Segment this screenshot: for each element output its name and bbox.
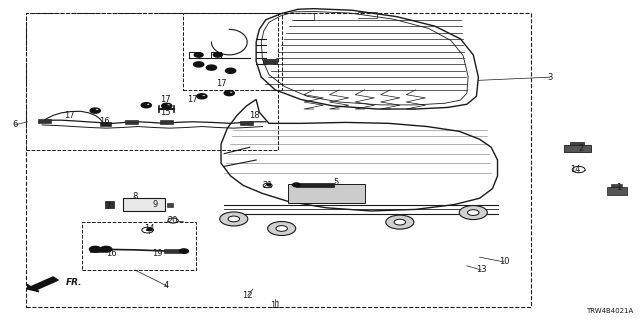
Bar (611, 184, 622, 187)
Circle shape (193, 62, 204, 67)
Text: 18: 18 (250, 111, 260, 120)
Bar (164, 249, 179, 253)
Text: 14: 14 (143, 224, 154, 233)
Bar (100, 122, 111, 125)
Text: 15: 15 (160, 108, 171, 117)
Circle shape (229, 91, 233, 93)
Circle shape (142, 227, 154, 233)
Circle shape (394, 219, 406, 225)
Bar (240, 121, 253, 124)
Text: 3: 3 (547, 73, 552, 82)
Text: 12: 12 (243, 291, 253, 300)
Text: 20: 20 (168, 216, 179, 225)
Bar (570, 142, 584, 145)
Text: 7: 7 (106, 202, 111, 211)
Text: 5: 5 (333, 178, 339, 187)
Text: 2: 2 (578, 144, 583, 153)
Text: 6: 6 (12, 120, 17, 130)
Bar (83, 222, 196, 270)
Text: 17: 17 (216, 79, 227, 88)
Text: 16: 16 (99, 117, 109, 126)
Circle shape (141, 103, 152, 108)
Circle shape (220, 212, 248, 226)
Circle shape (228, 216, 239, 222)
Circle shape (100, 246, 112, 252)
Circle shape (572, 166, 585, 173)
Circle shape (196, 94, 207, 99)
Circle shape (90, 108, 100, 113)
Text: 8: 8 (132, 192, 138, 201)
Circle shape (213, 52, 222, 57)
Text: 19: 19 (152, 250, 163, 259)
Text: 10: 10 (499, 258, 509, 267)
Text: 13: 13 (476, 265, 486, 275)
Bar (124, 198, 165, 211)
Bar (262, 59, 276, 64)
Circle shape (267, 184, 271, 186)
Circle shape (268, 221, 296, 236)
Text: 17: 17 (187, 95, 198, 104)
Bar (564, 145, 591, 152)
Text: 4: 4 (164, 281, 170, 290)
Text: FR.: FR. (66, 278, 83, 287)
Circle shape (206, 65, 216, 70)
Circle shape (276, 226, 287, 231)
Bar (26, 13, 531, 307)
Circle shape (95, 109, 99, 111)
Bar (607, 187, 627, 195)
Circle shape (467, 210, 479, 215)
Circle shape (225, 68, 236, 73)
Text: TRW4B4021A: TRW4B4021A (586, 308, 633, 314)
Text: 1: 1 (616, 183, 621, 192)
Circle shape (224, 91, 234, 96)
Circle shape (162, 103, 172, 108)
Bar (26, 13, 278, 150)
Circle shape (168, 218, 178, 223)
Bar (167, 203, 173, 207)
Bar (296, 183, 334, 187)
Circle shape (179, 249, 188, 253)
Circle shape (574, 167, 583, 172)
Circle shape (147, 103, 150, 105)
Bar (90, 247, 103, 252)
Bar (105, 201, 115, 208)
Text: 11: 11 (270, 301, 280, 310)
Bar (182, 13, 282, 90)
Bar (38, 119, 51, 123)
Circle shape (202, 94, 205, 96)
Circle shape (386, 215, 414, 229)
Text: 17: 17 (65, 111, 75, 120)
Circle shape (263, 183, 272, 188)
Circle shape (147, 228, 152, 231)
Text: 14: 14 (570, 165, 580, 174)
Text: 16: 16 (106, 250, 116, 259)
Circle shape (194, 52, 203, 57)
Text: 21: 21 (262, 181, 273, 190)
Circle shape (292, 183, 300, 187)
Circle shape (460, 205, 487, 220)
Bar (288, 184, 365, 203)
Circle shape (167, 104, 171, 106)
Circle shape (90, 246, 101, 252)
Bar (161, 121, 173, 124)
Polygon shape (28, 277, 58, 292)
Bar (125, 120, 138, 124)
Text: 17: 17 (160, 95, 171, 104)
Text: 9: 9 (152, 200, 158, 209)
